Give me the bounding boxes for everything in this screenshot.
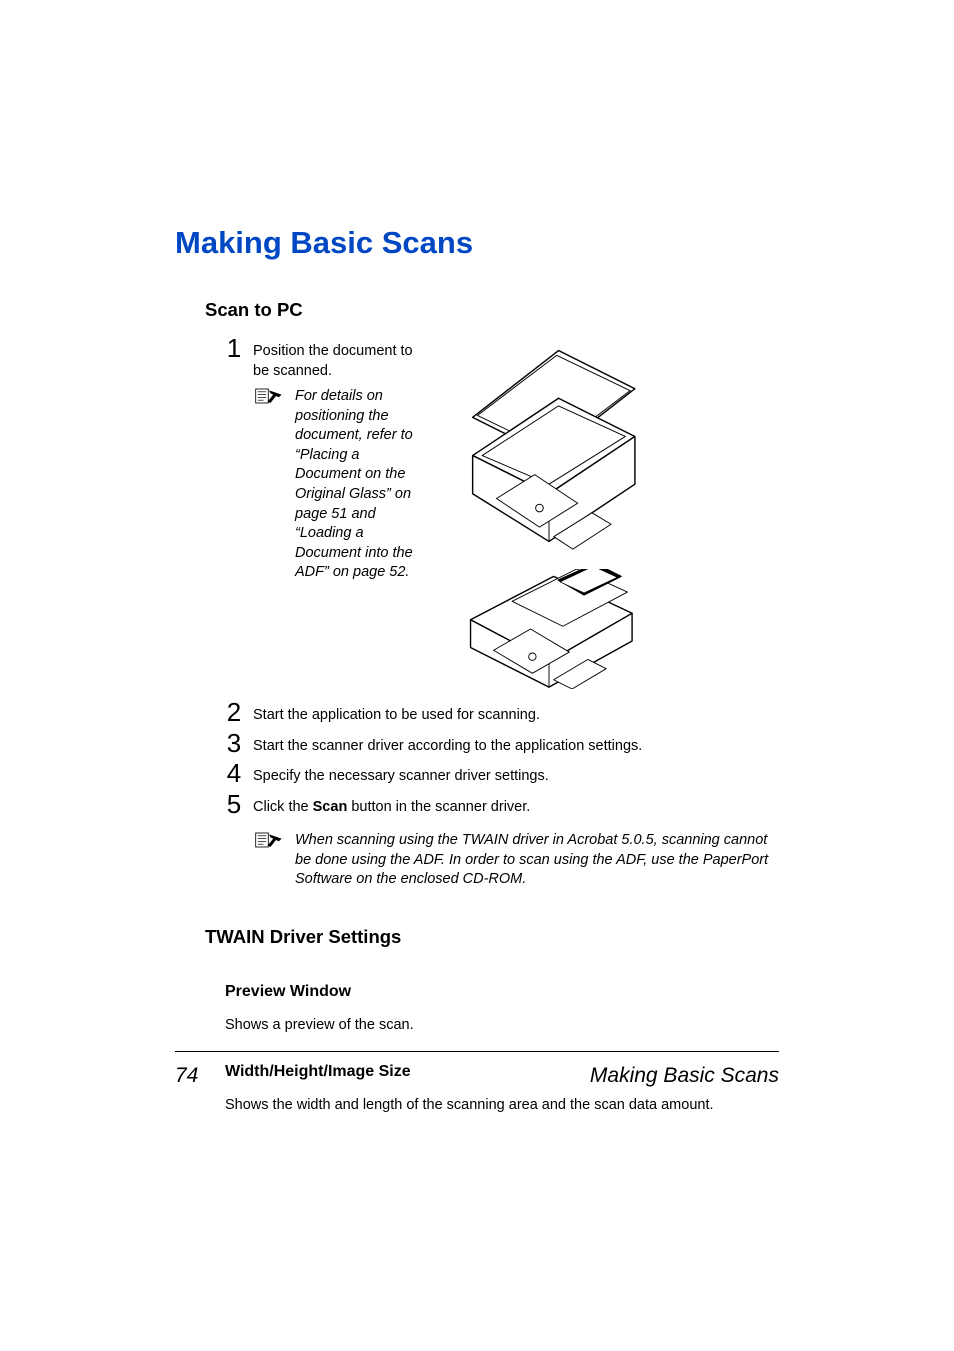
step5-post: button in the scanner driver.: [347, 799, 530, 815]
step-text: Start the application to be used for sca…: [253, 699, 540, 726]
step-1: 1 Position the document to be scanned.: [225, 335, 420, 381]
section-scan-to-pc-title: Scan to PC: [205, 299, 779, 321]
step-number: 3: [225, 730, 243, 757]
step-5: 5 Click the Scan button in the scanner d…: [225, 791, 779, 818]
step-text: Click the Scan button in the scanner dri…: [253, 791, 530, 818]
note-text: When scanning using the TWAIN driver in …: [295, 831, 779, 890]
sub-preview-text: Shows a preview of the scan.: [225, 1015, 779, 1035]
step-text: Position the document to be scanned.: [253, 335, 420, 381]
sub-preview-title: Preview Window: [225, 983, 779, 1001]
illustrations: [444, 335, 779, 689]
document-page: Making Basic Scans Scan to PC 1 Position…: [0, 0, 954, 1351]
footer-section-title: Making Basic Scans: [590, 1064, 779, 1088]
step5-bold: Scan: [313, 799, 348, 815]
note-text: For details on positioning the document,…: [295, 387, 420, 583]
note-positioning: For details on positioning the document,…: [255, 387, 420, 583]
section-twain-title: TWAIN Driver Settings: [205, 926, 779, 948]
step-text: Start the scanner driver according to th…: [253, 730, 642, 757]
page-title: Making Basic Scans: [175, 225, 779, 261]
printer-adf-illustration: [444, 569, 654, 689]
note-twain-acrobat: When scanning using the TWAIN driver in …: [255, 831, 779, 890]
step-number: 5: [225, 791, 243, 818]
sub-whis-text: Shows the width and length of the scanni…: [225, 1095, 779, 1115]
step-text: Specify the necessary scanner driver set…: [253, 760, 549, 787]
step-2: 2 Start the application to be used for s…: [225, 699, 779, 726]
page-number: 74: [175, 1064, 198, 1088]
step-3: 3 Start the scanner driver according to …: [225, 730, 779, 757]
step-number: 4: [225, 760, 243, 787]
printer-open-illustration: [444, 341, 654, 551]
step5-pre: Click the: [253, 799, 313, 815]
step-4: 4 Specify the necessary scanner driver s…: [225, 760, 779, 787]
note-icon: [255, 831, 283, 849]
step1-row: 1 Position the document to be scanned. F…: [175, 335, 779, 689]
note-icon: [255, 387, 283, 405]
page-footer: 74 Making Basic Scans: [175, 1051, 779, 1088]
step-number: 1: [225, 335, 243, 381]
step-number: 2: [225, 699, 243, 726]
